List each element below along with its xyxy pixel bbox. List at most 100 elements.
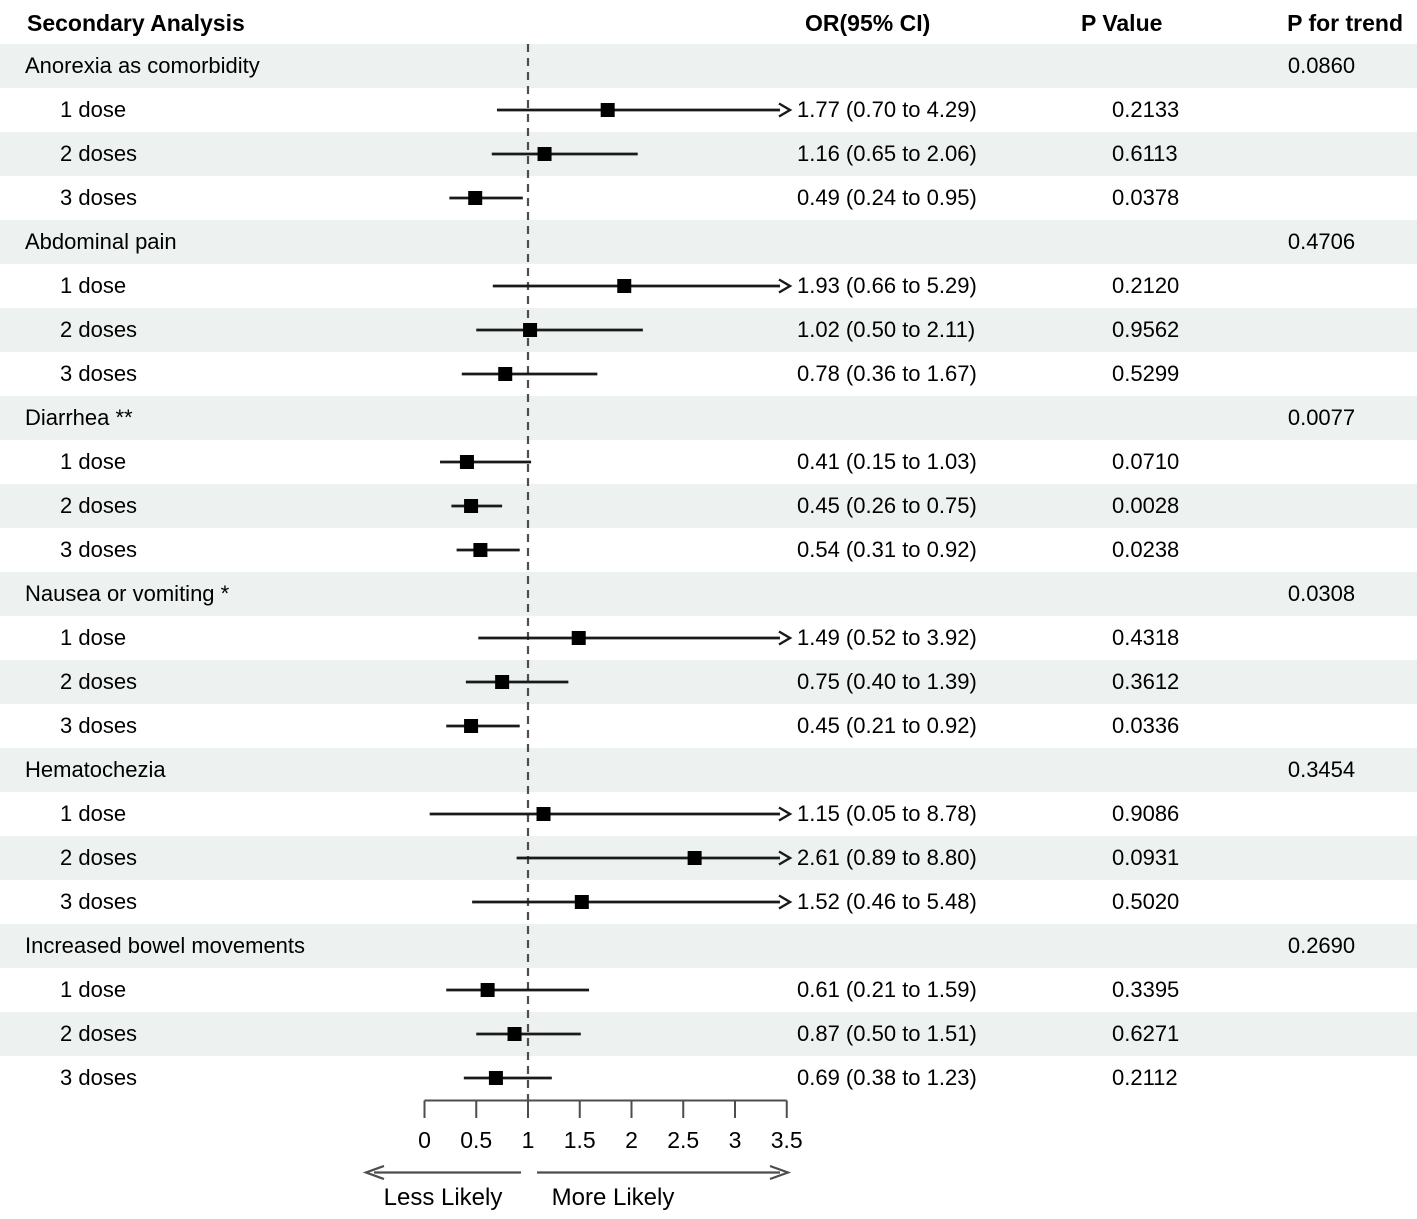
p-value: 0.2112 xyxy=(1112,1065,1178,1090)
dose-label: 3 doses xyxy=(60,537,138,562)
dose-label: 3 doses xyxy=(60,361,138,386)
x-tick-label: 1 xyxy=(522,1127,535,1153)
x-tick-label: 0 xyxy=(418,1127,431,1153)
or-ci-value: 0.69 (0.38 to 1.23) xyxy=(797,1065,977,1090)
dose-row: 1 dose 1.49 (0.52 to 3.92) 0.4318 xyxy=(0,616,1417,660)
dose-label: 3 doses xyxy=(60,1065,138,1090)
p-value: 0.0336 xyxy=(1112,713,1180,738)
p-value: 0.0378 xyxy=(1112,185,1180,210)
or-ci-value: 0.61 (0.21 to 1.59) xyxy=(797,977,977,1002)
p-value: 0.5299 xyxy=(1112,361,1180,386)
dose-row: 3 doses 0.54 (0.31 to 0.92) 0.0238 xyxy=(0,528,1417,572)
p-value: 0.0028 xyxy=(1112,493,1180,518)
p-for-trend-value: 0.0308 xyxy=(1287,581,1356,606)
dose-row: 2 doses 1.02 (0.50 to 2.11) 0.9562 xyxy=(0,308,1417,352)
or-ci-value: 0.45 (0.21 to 0.92) xyxy=(797,713,977,738)
x-axis xyxy=(423,1099,788,1118)
more-likely-label: More Likely xyxy=(552,1184,675,1211)
p-for-trend-value: 0.3454 xyxy=(1287,757,1356,782)
group-label: Diarrhea ** xyxy=(25,405,133,430)
p-value: 0.5020 xyxy=(1112,889,1180,914)
dose-label: 3 doses xyxy=(60,713,138,738)
group-label: Hematochezia xyxy=(25,757,166,782)
or-ci-value: 1.15 (0.05 to 8.78) xyxy=(797,801,977,826)
x-tick-label: 3 xyxy=(729,1127,742,1153)
p-value: 0.3395 xyxy=(1112,977,1180,1002)
dose-label: 3 doses xyxy=(60,889,138,914)
header-or-ci: OR(95% CI) xyxy=(805,10,931,36)
group-row: Diarrhea ** 0.0077 xyxy=(0,396,1417,440)
dose-row: 3 doses 0.49 (0.24 to 0.95) 0.0378 xyxy=(0,176,1417,220)
p-value: 0.3612 xyxy=(1112,669,1180,694)
dose-label: 2 doses xyxy=(60,669,138,694)
p-value: 0.6271 xyxy=(1112,1021,1180,1046)
x-tick-label: 2 xyxy=(625,1127,638,1153)
header-p-value: P Value xyxy=(1081,10,1163,36)
more-likely-arrowhead xyxy=(769,1164,792,1181)
dose-label: 1 dose xyxy=(60,977,127,1002)
p-value: 0.9562 xyxy=(1112,317,1180,342)
or-ci-value: 0.45 (0.26 to 0.75) xyxy=(797,493,977,518)
dose-label: 2 doses xyxy=(60,141,138,166)
dose-row: 1 dose 0.61 (0.21 to 1.59) 0.3395 xyxy=(0,968,1417,1012)
group-row: Increased bowel movements 0.2690 xyxy=(0,924,1417,968)
dose-row: 3 doses 1.52 (0.46 to 5.48) 0.5020 xyxy=(0,880,1417,924)
dose-label: 1 dose xyxy=(60,801,127,826)
dose-row: 2 doses 1.16 (0.65 to 2.06) 0.6113 xyxy=(0,132,1417,176)
or-ci-value: 0.54 (0.31 to 0.92) xyxy=(797,537,977,562)
dose-row: 1 dose 1.77 (0.70 to 4.29) 0.2133 xyxy=(0,88,1417,132)
p-value: 0.9086 xyxy=(1112,801,1180,826)
x-tick-label: 2.5 xyxy=(667,1127,699,1153)
header-secondary-analysis: Secondary Analysis xyxy=(27,10,245,36)
or-ci-value: 0.78 (0.36 to 1.67) xyxy=(797,361,977,386)
group-label: Anorexia as comorbidity xyxy=(25,53,260,78)
group-label: Abdominal pain xyxy=(25,229,177,254)
group-label: Nausea or vomiting * xyxy=(25,581,230,606)
or-ci-value: 0.49 (0.24 to 0.95) xyxy=(797,185,977,210)
p-value: 0.0931 xyxy=(1112,845,1180,870)
or-ci-value: 2.61 (0.89 to 8.80) xyxy=(797,845,977,870)
p-value: 0.6113 xyxy=(1112,141,1178,166)
dose-label: 1 dose xyxy=(60,273,127,298)
less-likely-label: Less Likely xyxy=(384,1184,503,1211)
dose-row: 1 dose 1.15 (0.05 to 8.78) 0.9086 xyxy=(0,792,1417,836)
dose-row: 2 doses 0.87 (0.50 to 1.51) 0.6271 xyxy=(0,1012,1417,1056)
group-row: Nausea or vomiting * 0.0308 xyxy=(0,572,1417,616)
dose-row: 2 doses 0.45 (0.26 to 0.75) 0.0028 xyxy=(0,484,1417,528)
p-value: 0.0238 xyxy=(1112,537,1180,562)
dose-row: 2 doses 2.61 (0.89 to 8.80) 0.0931 xyxy=(0,836,1417,880)
x-tick-label: 1.5 xyxy=(564,1127,596,1153)
dose-label: 1 dose xyxy=(60,97,127,122)
or-ci-value: 1.52 (0.46 to 5.48) xyxy=(797,889,977,914)
or-ci-value: 1.02 (0.50 to 2.11) xyxy=(797,317,976,342)
dose-row: 2 doses 0.75 (0.40 to 1.39) 0.3612 xyxy=(0,660,1417,704)
x-tick-label: 0.5 xyxy=(460,1127,492,1153)
dose-row: 1 dose 1.93 (0.66 to 5.29) 0.2120 xyxy=(0,264,1417,308)
group-row: Abdominal pain 0.4706 xyxy=(0,220,1417,264)
dose-row: 3 doses 0.69 (0.38 to 1.23) 0.2112 xyxy=(0,1056,1417,1100)
or-ci-value: 1.93 (0.66 to 5.29) xyxy=(797,273,977,298)
p-value: 0.2133 xyxy=(1112,97,1180,122)
dose-label: 2 doses xyxy=(60,1021,138,1046)
or-ci-value: 0.75 (0.40 to 1.39) xyxy=(797,669,977,694)
p-value: 0.4318 xyxy=(1112,625,1180,650)
table-header: Secondary Analysis OR(95% CI) P Value P … xyxy=(0,0,1417,44)
group-label: Increased bowel movements xyxy=(25,933,306,958)
dose-row: 3 doses 0.45 (0.21 to 0.92) 0.0336 xyxy=(0,704,1417,748)
p-for-trend-value: 0.4706 xyxy=(1287,229,1356,254)
dose-label: 1 dose xyxy=(60,625,127,650)
dose-label: 1 dose xyxy=(60,449,127,474)
group-row: Anorexia as comorbidity 0.0860 xyxy=(0,44,1417,88)
p-for-trend-value: 0.2690 xyxy=(1287,933,1356,958)
or-ci-value: 1.77 (0.70 to 4.29) xyxy=(797,97,977,122)
or-ci-value: 0.87 (0.50 to 1.51) xyxy=(797,1021,977,1046)
p-for-trend-value: 0.0077 xyxy=(1287,405,1356,430)
dose-row: 1 dose 0.41 (0.15 to 1.03) 0.0710 xyxy=(0,440,1417,484)
dose-label: 2 doses xyxy=(60,845,138,870)
x-tick-label: 3.5 xyxy=(771,1127,803,1153)
p-value: 0.0710 xyxy=(1112,449,1180,474)
dose-label: 2 doses xyxy=(60,493,138,518)
p-for-trend-value: 0.0860 xyxy=(1287,53,1356,78)
dose-label: 2 doses xyxy=(60,317,138,342)
